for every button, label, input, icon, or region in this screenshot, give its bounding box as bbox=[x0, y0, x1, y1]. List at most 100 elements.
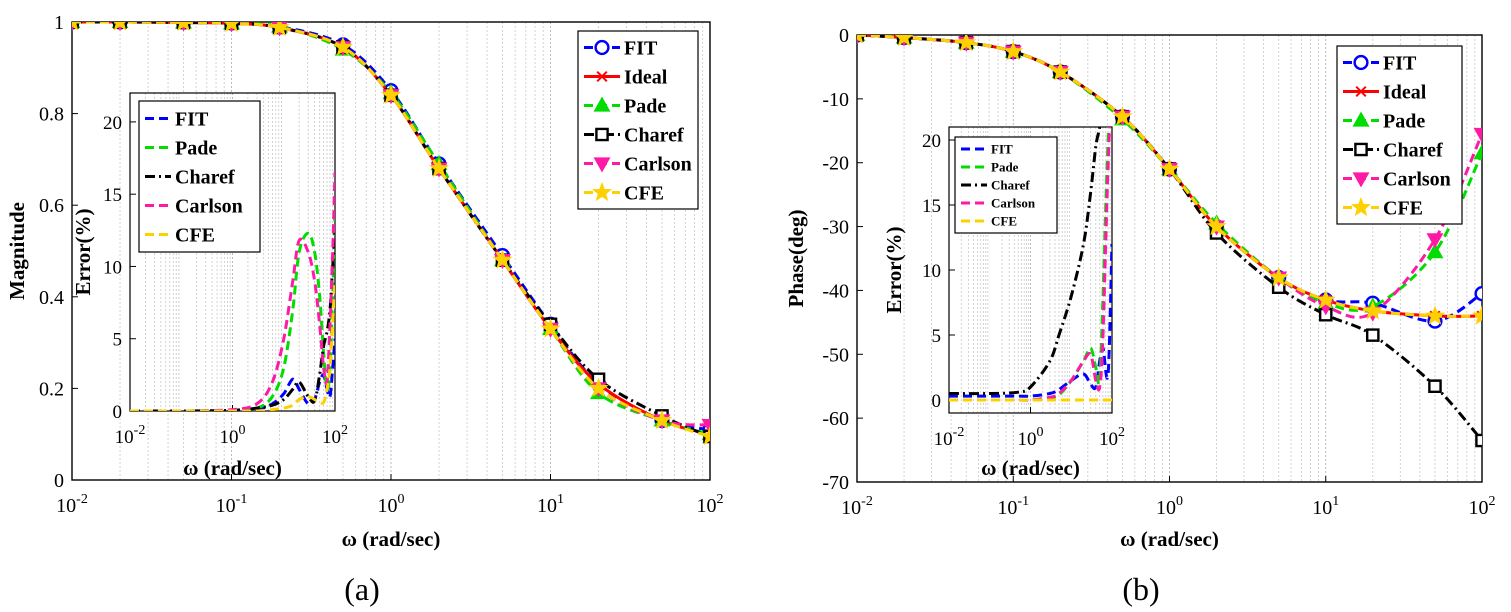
a_main-series-cfe-point bbox=[176, 22, 191, 32]
b_main-legend: FIT Ideal Pade Charef Carlson CFE bbox=[1336, 45, 1463, 225]
b_main-series-cfe-point bbox=[1424, 305, 1446, 325]
a_inset-series-carlson-line bbox=[130, 172, 335, 411]
a_main-x-axis-label: ω (rad/sec) bbox=[342, 527, 441, 551]
a_main-legend-marker-fit bbox=[594, 39, 610, 56]
b_main-series-charef-point bbox=[1365, 328, 1380, 342]
a_main-legend-entry-charef: Charef bbox=[584, 125, 684, 147]
b_main-series-cfe-point bbox=[956, 35, 977, 52]
b_main-legend-label-charef: Charef bbox=[1383, 140, 1443, 162]
b_main-legend-entry-fit: FIT bbox=[1343, 53, 1417, 75]
b_inset-x-axis-label: ω (rad/sec) bbox=[981, 456, 1080, 480]
a_main-series-cfe-point bbox=[72, 22, 79, 31]
a_inset-x-axis-label: ω (rad/sec) bbox=[183, 456, 282, 480]
b_main-y-tick-label: -30 bbox=[822, 217, 849, 239]
b_inset-y-tick-label: 10 bbox=[922, 261, 941, 282]
a_main-x-tick-label: 101 bbox=[537, 492, 564, 517]
a_inset-legend-entry-cfe: CFE bbox=[145, 225, 215, 247]
b_main-legend-label-ideal: Ideal bbox=[1383, 82, 1427, 104]
b_main-y-tick-label: -70 bbox=[822, 472, 849, 494]
b_inset-y-tick-label: 15 bbox=[922, 196, 941, 217]
b_main-series-carlson-point bbox=[1473, 127, 1482, 144]
b_main-series-cfe-point bbox=[1003, 40, 1024, 61]
b_inset-legend-box bbox=[954, 136, 1058, 234]
b_inset-legend-entry-cfe: CFE bbox=[961, 214, 1017, 229]
b_inset-y-axis-label: Error(%) bbox=[882, 226, 906, 313]
b_main-x-tick-label: 101 bbox=[1312, 494, 1339, 519]
b_main-legend-entry-charef: Charef bbox=[1343, 140, 1443, 162]
b_inset-legend-label-charef: Charef bbox=[991, 178, 1030, 193]
a_main-series-cfe-point bbox=[223, 22, 240, 32]
b_inset-y-tick-label: 20 bbox=[922, 131, 941, 152]
a_main-series-cfe-point bbox=[332, 36, 354, 56]
a_main-series-cfe-point bbox=[588, 377, 609, 398]
b_main-legend-marker-pade bbox=[1352, 111, 1370, 127]
b_main-ticks: 10-2 10-1 100 101 102-70-60-50-40-30-20-100 bbox=[822, 25, 1495, 519]
a_inset-legend-entry-pade: Pade bbox=[145, 138, 217, 160]
b_inset-legend-entry-fit: FIT bbox=[961, 142, 1013, 157]
b_inset-legend-entry-pade: Pade bbox=[961, 160, 1019, 175]
b_inset-ticks: 10-2 100 102 0 5 10 15 20 bbox=[922, 131, 1125, 450]
b_main-legend-marker-cfe bbox=[1350, 196, 1372, 217]
b_main-series-cfe-point bbox=[1471, 305, 1482, 325]
b_inset-y-tick-label: 0 bbox=[932, 391, 942, 412]
b_main-series-cfe-point bbox=[1159, 158, 1180, 178]
a_inset-ticks: 10-2 100 102 0 5 10 15 20 bbox=[103, 113, 348, 448]
b_main-legend-label-pade: Pade bbox=[1383, 111, 1425, 133]
b_main-legend-box bbox=[1336, 45, 1463, 225]
a_inset-legend-entry-charef: Charef bbox=[145, 167, 235, 189]
a_main-series-cfe-point bbox=[492, 249, 513, 269]
b_inset-x-tick-label: 10-2 bbox=[934, 425, 965, 450]
a_main-series-cfe-point bbox=[428, 157, 450, 178]
b_main-legend-entry-ideal: Ideal bbox=[1343, 82, 1427, 104]
a_main-series-cfe-point bbox=[651, 409, 673, 430]
b_main-y-tick-label: -60 bbox=[822, 408, 849, 430]
a_main-legend-label-ideal: Ideal bbox=[624, 67, 668, 89]
a_inset-x-tick-label: 10-2 bbox=[115, 423, 146, 448]
b_main-series-fit-point bbox=[1474, 286, 1482, 302]
b_inset-legend-label-cfe: CFE bbox=[991, 214, 1017, 229]
a_inset-series bbox=[130, 172, 335, 411]
a_inset-legend-label-charef: Charef bbox=[175, 167, 235, 189]
b_main-series-cfe-point bbox=[1112, 106, 1133, 126]
a_main-legend-box bbox=[577, 30, 699, 210]
b_main-legend-entry-pade: Pade bbox=[1343, 111, 1425, 133]
b_main-legend-entry-carlson: Carlson bbox=[1343, 169, 1451, 191]
a_main-legend-label-charef: Charef bbox=[624, 125, 684, 147]
a_main-legend-label-cfe: CFE bbox=[624, 183, 664, 205]
a_inset-legend-label-cfe: CFE bbox=[175, 225, 215, 247]
b_main-series-cfe-point bbox=[894, 35, 914, 47]
a_inset-legend-entry-fit: FIT bbox=[145, 109, 209, 131]
a_main-series-carlson-point bbox=[701, 418, 710, 435]
b_inset-legend: FIT Pade Charef Carlson CFE bbox=[954, 136, 1058, 234]
a_inset-series-cfe-line bbox=[130, 280, 335, 411]
a_main-legend-entry-cfe: CFE bbox=[584, 181, 664, 205]
a_inset-y-tick-label: 10 bbox=[103, 257, 122, 278]
a_inset-y-tick-label: 5 bbox=[113, 330, 123, 351]
a_inset-legend-label-fit: FIT bbox=[175, 109, 209, 131]
a_main-legend-marker-cfe bbox=[591, 181, 613, 202]
a_main-legend-label-fit: FIT bbox=[624, 38, 658, 60]
a_main-x-tick-label: 10-1 bbox=[216, 492, 248, 517]
a_main-legend-marker-carlson bbox=[593, 157, 611, 173]
b_main-x-tick-label: 10-1 bbox=[997, 494, 1029, 519]
b_inset-legend-entry-charef: Charef bbox=[961, 178, 1030, 193]
a_inset-legend-label-carlson: Carlson bbox=[175, 196, 243, 218]
b_main-y-tick-label: -20 bbox=[822, 153, 849, 175]
panel-b-label: (b) bbox=[1122, 571, 1159, 607]
b_inset-series bbox=[949, 127, 1112, 402]
a_main-legend-entry-fit: FIT bbox=[584, 38, 658, 60]
b_main-series-cfe-point bbox=[857, 35, 864, 44]
a_main-legend-entry-ideal: Ideal bbox=[584, 67, 668, 89]
b_main-series-cfe-point bbox=[1315, 289, 1336, 309]
a_inset-legend-entry-carlson: Carlson bbox=[145, 196, 243, 218]
a_main-legend-marker-charef bbox=[595, 127, 609, 142]
b_inset-legend-label-carlson: Carlson bbox=[991, 196, 1036, 211]
b_main-legend-label-carlson: Carlson bbox=[1383, 169, 1451, 191]
a_main-x-tick-label: 102 bbox=[697, 492, 724, 517]
b_main-y-tick-label: 0 bbox=[839, 25, 849, 47]
a_main-legend: FIT Ideal Pade Charef Carlson CFE bbox=[577, 30, 699, 210]
a_main-y-tick-label: 0.6 bbox=[39, 195, 64, 217]
b_main-y-axis-label: Phase(deg) bbox=[784, 210, 808, 308]
